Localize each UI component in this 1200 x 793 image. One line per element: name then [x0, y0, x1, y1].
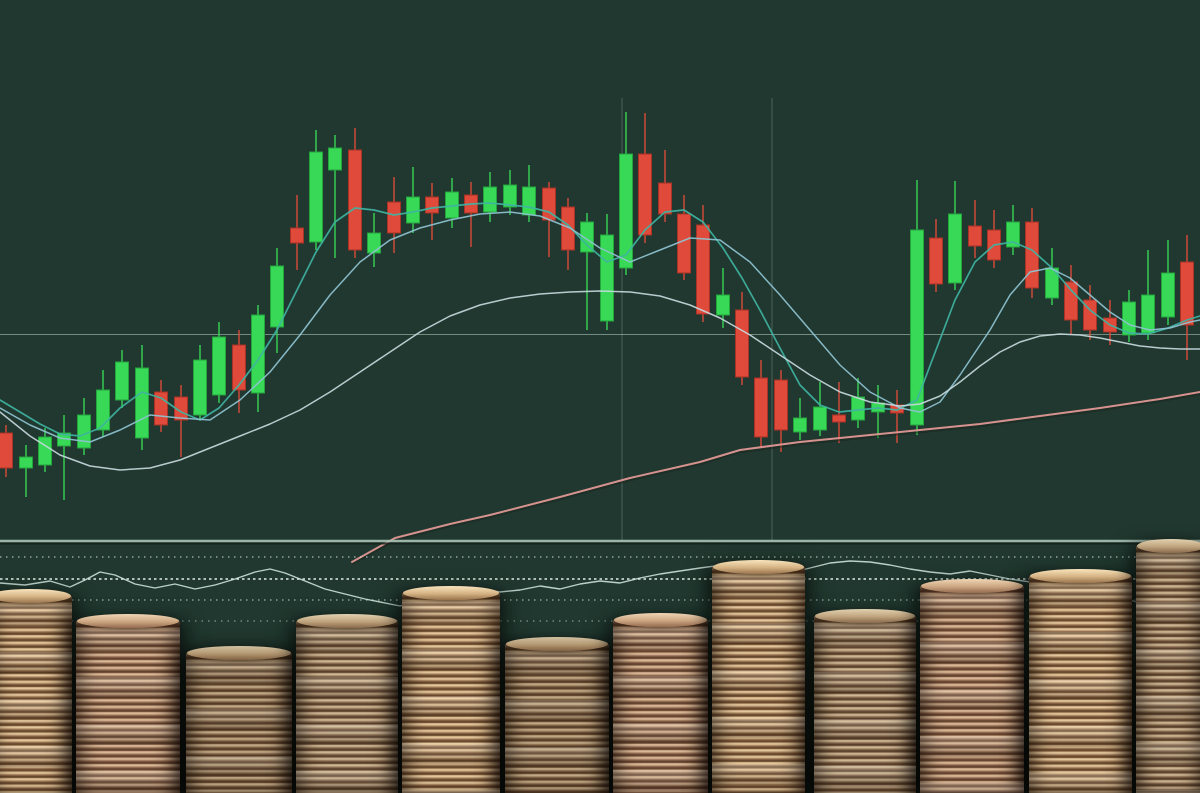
coin-stack [0, 589, 72, 793]
candlestick-bearish [929, 237, 943, 285]
coin-stack [1029, 569, 1132, 793]
candlestick-bullish [328, 147, 342, 171]
candlestick-bearish [754, 377, 768, 438]
candlestick-bearish [735, 309, 749, 378]
candlestick-bullish [193, 359, 207, 416]
coin-stack [1136, 539, 1200, 793]
candlestick-bullish [96, 389, 110, 431]
candlestick-bearish [1180, 261, 1194, 326]
coin-stack [613, 613, 708, 793]
candlestick-bearish [1064, 281, 1078, 321]
ma-long-pink-shadow [351, 392, 1200, 566]
ma-long-pink-line [351, 391, 1200, 563]
candlestick-bullish [309, 151, 323, 243]
coin-stack [920, 579, 1024, 793]
candlestick-bearish [232, 344, 246, 391]
ma-fast-teal-line [0, 202, 1200, 437]
candlestick-bearish [638, 153, 652, 236]
candlestick-bullish [948, 213, 962, 284]
coin-stack [814, 609, 916, 793]
candlestick-bullish [251, 314, 265, 394]
candlestick-bullish [813, 406, 827, 431]
candlestick-bullish [503, 184, 517, 208]
candlestick-bullish [270, 265, 284, 328]
coin-stack [402, 586, 500, 793]
candlestick-bullish [600, 234, 614, 322]
coin-stack [186, 646, 292, 793]
coin-stack [505, 637, 609, 793]
candlestick-bearish [968, 225, 982, 247]
candlestick-bearish [658, 182, 672, 215]
candlestick-bearish [290, 227, 304, 244]
coin-stack [296, 614, 398, 793]
candlestick-bullish [793, 417, 807, 433]
candlestick-bullish [1141, 294, 1155, 334]
candlestick-bearish [561, 206, 575, 251]
candlestick-bearish [0, 432, 13, 469]
ma-mid-blue-line [0, 211, 1200, 443]
candlestick-bullish [115, 361, 129, 401]
coin-stack [712, 560, 805, 793]
candlestick-bullish [910, 229, 924, 426]
candlestick-bullish [619, 153, 633, 269]
candlestick-bullish [1006, 221, 1020, 248]
candlestick-bullish [367, 232, 381, 254]
ma-slow-white-line [0, 290, 1200, 471]
candlestick-bullish [1161, 272, 1175, 318]
candlestick-bearish [774, 379, 788, 431]
candlestick-bearish [348, 149, 362, 251]
oscillator-line [0, 560, 1200, 616]
candlestick-bullish [1122, 301, 1136, 336]
coin-stack [76, 614, 180, 793]
candlestick-bullish [483, 186, 497, 213]
candlestick-bearish [696, 224, 710, 315]
candlestick-bearish [387, 201, 401, 234]
candlestick-bearish [832, 414, 846, 423]
candlestick-bullish [212, 336, 226, 396]
candlestick-bullish [19, 456, 33, 469]
candlestick-bullish [716, 294, 730, 316]
